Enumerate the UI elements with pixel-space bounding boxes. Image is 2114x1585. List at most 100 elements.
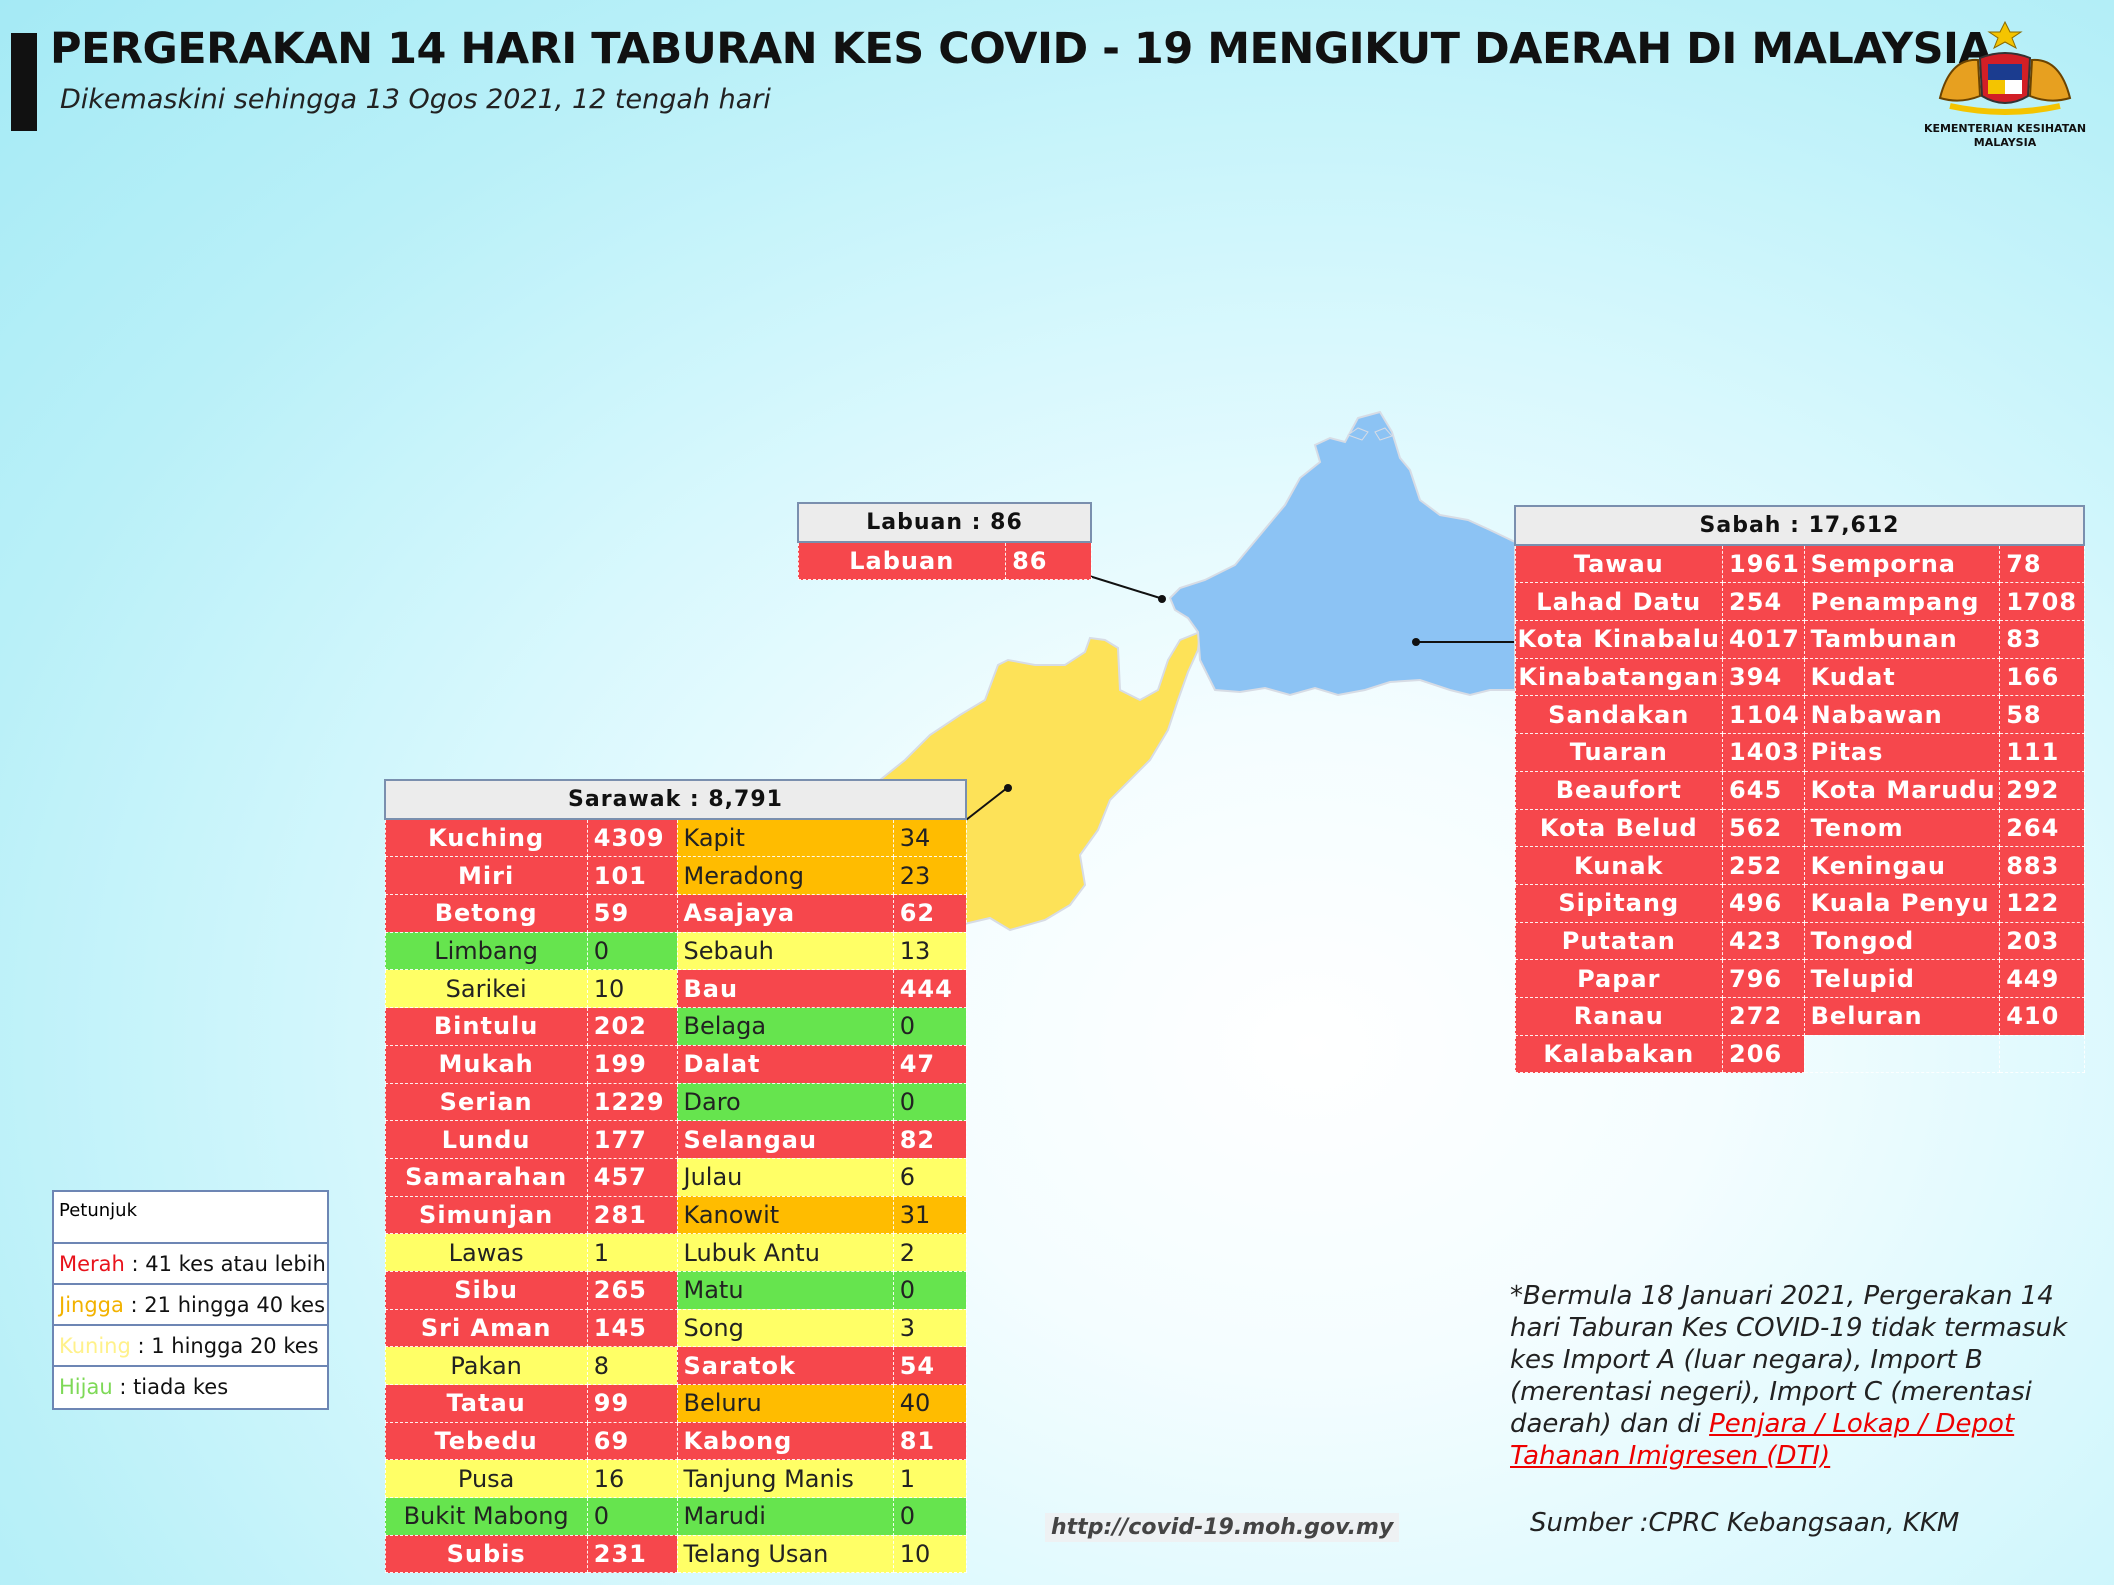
district-name: Meradong: [676, 856, 894, 896]
district-name: Sipitang: [1514, 883, 1724, 923]
district-name: Sebauh: [676, 931, 894, 971]
labuan-marker: [1158, 595, 1166, 603]
case-count: 0: [586, 1497, 678, 1536]
case-count: 47: [892, 1044, 967, 1084]
district-name: Kabong: [676, 1421, 894, 1461]
district-name: Beluran: [1803, 996, 2001, 1036]
case-count: 254: [1722, 582, 1805, 622]
case-count: 202: [586, 1007, 678, 1046]
case-count: 410: [1999, 996, 2085, 1036]
district-name: Kalabakan: [1514, 1034, 1724, 1074]
coat-of-arms-icon: [1938, 20, 2072, 115]
legend-desc-jingga: : 21 hingga 40 kes: [123, 1293, 326, 1317]
table-row: Papar 796 Telupid 449: [1514, 959, 2085, 998]
district-name: Bintulu: [384, 1007, 588, 1046]
table-header: Labuan : 86: [797, 502, 1092, 543]
case-count: 54: [892, 1346, 967, 1385]
table-row: Sibu 265 Matu 0: [384, 1270, 967, 1310]
case-count: 265: [586, 1270, 678, 1310]
table-row: Sarikei 10 Bau 444: [384, 969, 967, 1009]
table-row: Lawas 1 Lubuk Antu 2: [384, 1233, 967, 1272]
district-name: Tenom: [1803, 808, 2001, 848]
legend-desc-kuning: : 1 hingga 20 kes: [130, 1334, 319, 1358]
case-count: 31: [892, 1195, 967, 1235]
case-count: 122: [1999, 883, 2085, 923]
district-name: [1803, 1034, 2001, 1074]
footnote-text: *Bermula 18 Januari 2021, Pergerakan 14 …: [1510, 1281, 2068, 1439]
legend: Petunjuk Merah : 41 kes atau lebih Jingg…: [52, 1190, 329, 1410]
district-name: Miri: [384, 856, 588, 896]
district-name: Tongod: [1803, 921, 2001, 961]
district-name: Selangau: [676, 1120, 894, 1159]
district-name: Samarahan: [384, 1157, 588, 1197]
table-row: Tatau 99 Beluru 40: [384, 1384, 967, 1423]
district-name: Pitas: [1803, 733, 2001, 772]
table-row: Ranau 272 Beluran 410: [1514, 996, 2085, 1036]
district-name: Telang Usan: [676, 1534, 894, 1574]
table-row: Lahad Datu 254 Penampang 1708: [1514, 582, 2085, 622]
case-count: 4017: [1722, 620, 1805, 659]
sarawak-marker: [1004, 784, 1012, 792]
district-name: Julau: [676, 1157, 894, 1197]
district-name: Beaufort: [1514, 770, 1724, 810]
case-count: 10: [586, 969, 678, 1009]
case-count: 496: [1722, 883, 1805, 923]
district-name: Tanjung Manis: [676, 1459, 894, 1499]
district-name: Nabawan: [1803, 695, 2001, 735]
district-name: Kota Kinabalu: [1514, 620, 1724, 659]
district-name: Tebedu: [384, 1421, 588, 1461]
table-row: Kalabakan 206: [1514, 1034, 2085, 1074]
district-name: Kota Marudu: [1803, 770, 2001, 810]
table-row: Mukah 199 Dalat 47: [384, 1044, 967, 1084]
case-count: 883: [1999, 846, 2085, 885]
case-count: 394: [1722, 657, 1805, 697]
district-name: Lundu: [384, 1120, 588, 1159]
website-url[interactable]: http://covid-19.moh.gov.my: [1045, 1513, 1400, 1542]
case-count: 78: [1999, 544, 2085, 584]
table-row: Pakan 8 Saratok 54: [384, 1346, 967, 1385]
case-count: 177: [586, 1120, 678, 1159]
district-name: Tambunan: [1803, 620, 2001, 659]
table-row: Samarahan 457 Julau 6: [384, 1157, 967, 1197]
footnote-link[interactable]: Penjara / Lokap / Depot Tahanan Imigrese…: [1510, 1409, 2015, 1471]
sabah-islet-2: [1374, 427, 1393, 441]
table-row: Tawau 1961 Semporna 78: [1514, 544, 2085, 584]
case-count: 203: [1999, 921, 2085, 961]
table-row: Labuan 86: [797, 541, 1092, 581]
case-count: 1403: [1722, 733, 1805, 772]
table-row: Sipitang 496 Kuala Penyu 122: [1514, 883, 2085, 923]
table-row: Tuaran 1403 Pitas 111: [1514, 733, 2085, 772]
district-name: Bukit Mabong: [384, 1497, 588, 1536]
table-header: Sarawak : 8,791: [384, 779, 967, 820]
legend-item-merah: Merah : 41 kes atau lebih: [54, 1244, 327, 1285]
case-count: 59: [586, 894, 678, 933]
case-count: 0: [892, 1270, 967, 1310]
case-count: 69: [586, 1421, 678, 1461]
case-count: 1: [892, 1459, 967, 1499]
case-count: 1229: [586, 1082, 678, 1122]
table-row: Betong 59 Asajaya 62: [384, 894, 967, 933]
district-name: Beluru: [676, 1384, 894, 1423]
table-row: Lundu 177 Selangau 82: [384, 1120, 967, 1159]
district-name: Sri Aman: [384, 1308, 588, 1348]
case-count: 8: [586, 1346, 678, 1385]
district-name: Kota Belud: [1514, 808, 1724, 848]
case-count: [1999, 1034, 2085, 1074]
case-count: 6: [892, 1157, 967, 1197]
case-count: 62: [892, 894, 967, 933]
district-name: Limbang: [384, 931, 588, 971]
table-row: Kinabatangan 394 Kudat 166: [1514, 657, 2085, 697]
labuan-table: Labuan : 86 Labuan 86: [797, 502, 1092, 581]
district-name: Sibu: [384, 1270, 588, 1310]
district-name: Kinabatangan: [1514, 657, 1724, 697]
district-name: Dalat: [676, 1044, 894, 1084]
district-name: Keningau: [1803, 846, 2001, 885]
district-name: Kudat: [1803, 657, 2001, 697]
legend-desc-merah: : 41 kes atau lebih: [124, 1252, 326, 1276]
table-row: Limbang 0 Sebauh 13: [384, 931, 967, 971]
case-count: 99: [586, 1384, 678, 1423]
case-count: 86: [1005, 541, 1092, 581]
case-count: 796: [1722, 959, 1805, 998]
footnote: *Bermula 18 Januari 2021, Pergerakan 14 …: [1510, 1280, 2110, 1472]
table-row: Serian 1229 Daro 0: [384, 1082, 967, 1122]
